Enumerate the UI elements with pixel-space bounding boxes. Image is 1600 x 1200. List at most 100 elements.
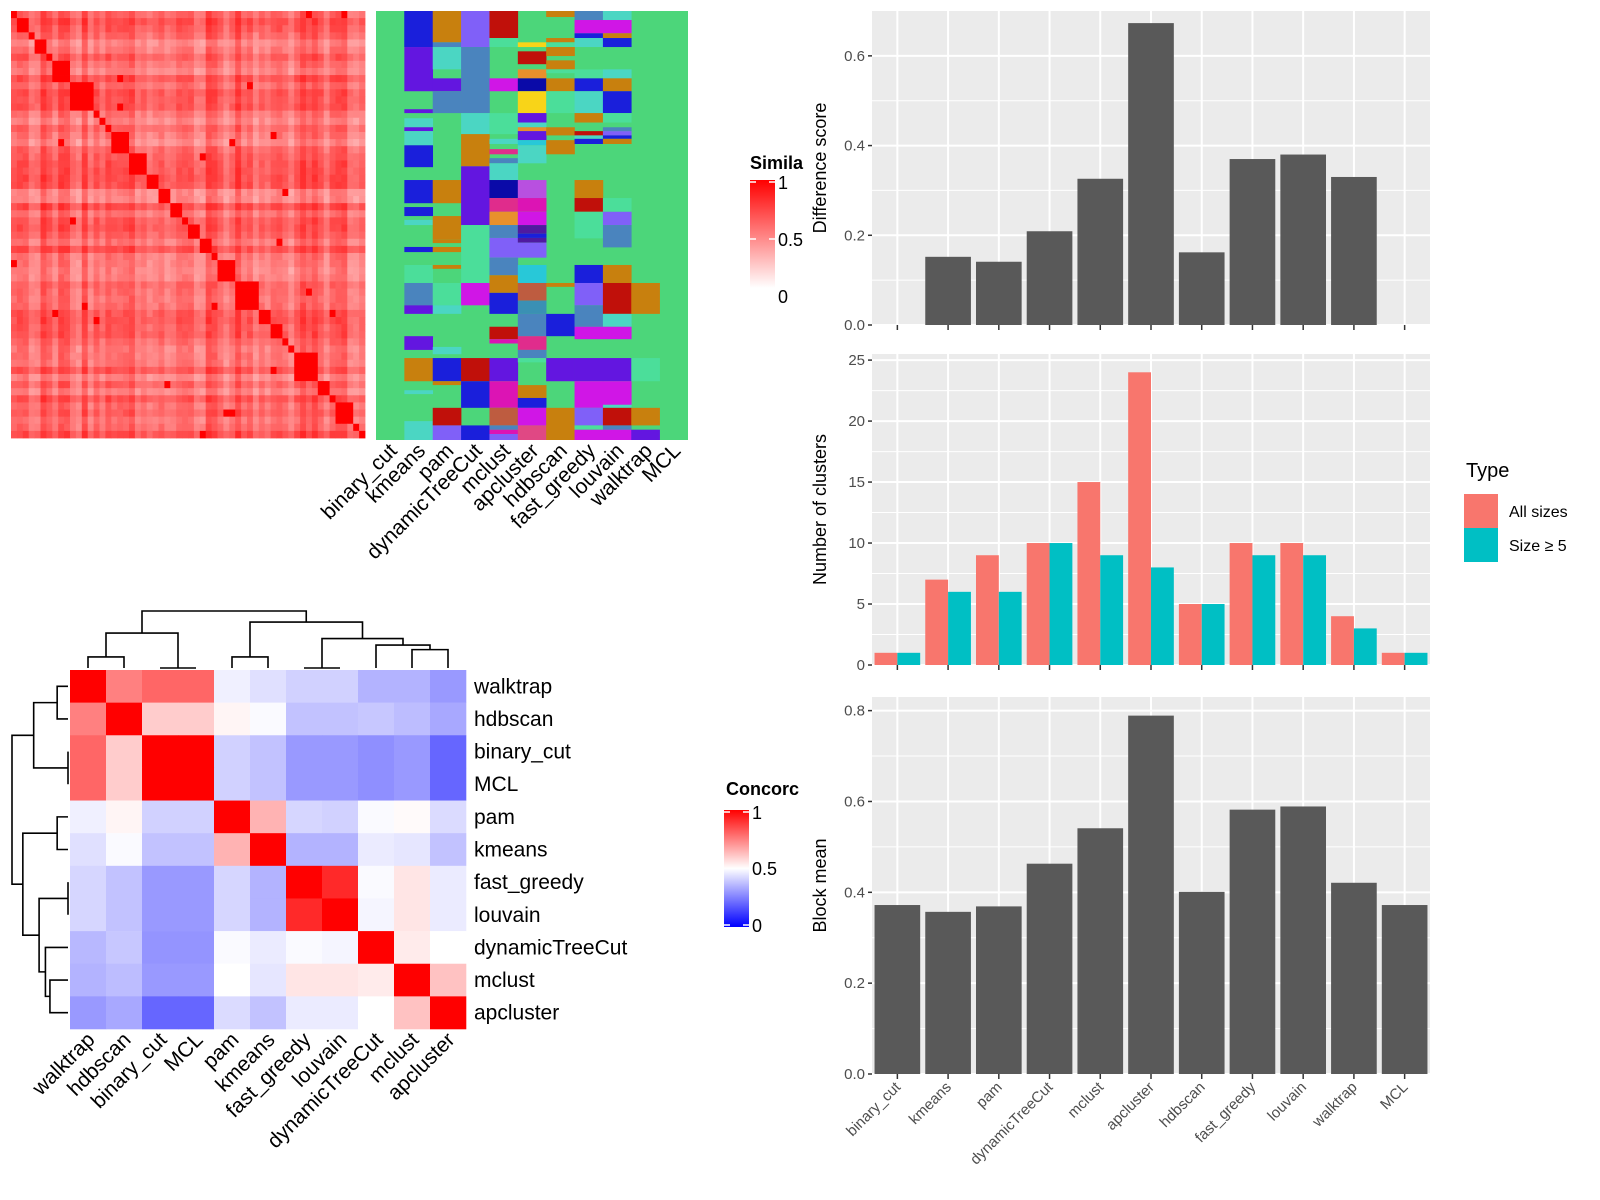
cluster-segment-louvain: [602, 20, 632, 34]
similarity-cell: [158, 174, 165, 183]
similarity-cell: [193, 309, 201, 318]
similarity-cell: [129, 139, 136, 147]
similarity-cell: [306, 345, 313, 353]
similarity-cell: [81, 409, 89, 418]
similarity-cell: [229, 331, 236, 339]
similarity-cell: [199, 416, 207, 425]
similarity-cell: [223, 67, 230, 76]
similarity-cell: [199, 402, 207, 410]
similarity-cell: [294, 124, 301, 133]
similarity-cell: [211, 302, 218, 311]
similarity-cell: [70, 188, 77, 197]
similarity-cell: [16, 188, 24, 197]
similarity-cell: [359, 25, 366, 33]
similarity-cell: [205, 402, 212, 410]
similarity-cell: [353, 245, 360, 254]
cluster-segment-kmeans: [404, 127, 434, 132]
similarity-cell: [75, 245, 83, 254]
similarity-cell: [235, 53, 242, 62]
similarity-cell: [134, 32, 142, 40]
similarity-cell: [182, 416, 189, 425]
similarity-cell: [46, 46, 53, 55]
similarity-cell: [11, 309, 18, 318]
similarity-cell: [282, 416, 289, 425]
similarity-cell: [300, 153, 307, 161]
similarity-cell: [16, 117, 24, 126]
similarity-cell: [170, 366, 177, 375]
similarity-cell: [111, 167, 118, 176]
similarity-cell: [323, 146, 330, 154]
similarity-cell: [188, 167, 195, 176]
similarity-cell: [105, 46, 112, 55]
similarity-cell: [176, 203, 183, 211]
similarity-cell: [217, 281, 224, 289]
similarity-cell: [64, 238, 71, 247]
similarity-cell: [22, 388, 30, 396]
similarity-cell: [58, 238, 65, 247]
concordance-cell: [178, 996, 215, 1030]
cluster-segment-kmeans: [404, 180, 434, 204]
similarity-cell: [111, 110, 118, 119]
cluster-segment-louvain: [602, 282, 632, 314]
similarity-cell: [52, 89, 59, 97]
similarity-cell: [217, 359, 224, 368]
similarity-cell: [22, 188, 30, 197]
similarity-cell: [258, 131, 266, 140]
similarity-cell: [129, 167, 136, 176]
similarity-cell: [359, 381, 366, 389]
similarity-cell: [70, 117, 77, 126]
similarity-cell: [353, 18, 360, 26]
similarity-cell: [16, 395, 24, 403]
similarity-cell: [58, 18, 65, 26]
similarity-cell: [264, 188, 271, 197]
similarity-cell: [158, 25, 165, 33]
similarity-cell: [117, 231, 124, 240]
similarity-cell: [75, 167, 83, 176]
similarity-cell: [258, 309, 266, 318]
similarity-cell: [52, 430, 59, 439]
similarity-cell: [288, 345, 295, 353]
cluster-segment-mclust: [489, 180, 519, 199]
similarity-cell: [16, 331, 24, 339]
similarity-cell: [158, 395, 165, 403]
similarity-cell: [288, 402, 295, 410]
similarity-cell: [16, 124, 24, 133]
similarity-cell: [306, 153, 313, 161]
similarity-cell: [105, 18, 112, 26]
similarity-cell: [294, 388, 301, 396]
similarity-cell: [306, 60, 313, 69]
similarity-cell: [311, 89, 319, 97]
similarity-cell: [40, 245, 47, 254]
cluster-segment-louvain: [602, 198, 632, 212]
similarity-cell: [70, 260, 77, 268]
similarity-cell: [70, 174, 77, 183]
similarity-cell: [64, 423, 71, 432]
similarity-cell: [223, 317, 230, 325]
similarity-cell: [11, 317, 18, 325]
similarity-cell: [152, 124, 159, 133]
similarity-cell: [46, 317, 53, 325]
similarity-cell: [235, 139, 242, 147]
similarity-cell: [199, 366, 207, 375]
similarity-cell: [117, 317, 124, 325]
similarity-cell: [317, 174, 325, 183]
similarity-cell: [134, 203, 142, 211]
similarity-cell: [306, 124, 313, 133]
similarity-legend-label-0: 0: [778, 287, 788, 307]
similarity-cell: [152, 75, 159, 83]
similarity-cell: [164, 11, 171, 19]
similarity-cell: [306, 430, 313, 439]
similarity-cell: [182, 402, 189, 410]
similarity-cell: [193, 331, 201, 339]
similarity-cell: [64, 174, 71, 183]
similarity-cell: [146, 11, 153, 19]
similarity-cell: [359, 331, 366, 339]
similarity-cell: [264, 295, 271, 304]
similarity-cell: [359, 238, 366, 247]
similarity-cell: [347, 32, 354, 40]
similarity-cell: [247, 11, 254, 19]
similarity-cell: [235, 260, 242, 268]
similarity-cell: [140, 409, 148, 418]
similarity-cell: [300, 345, 307, 353]
